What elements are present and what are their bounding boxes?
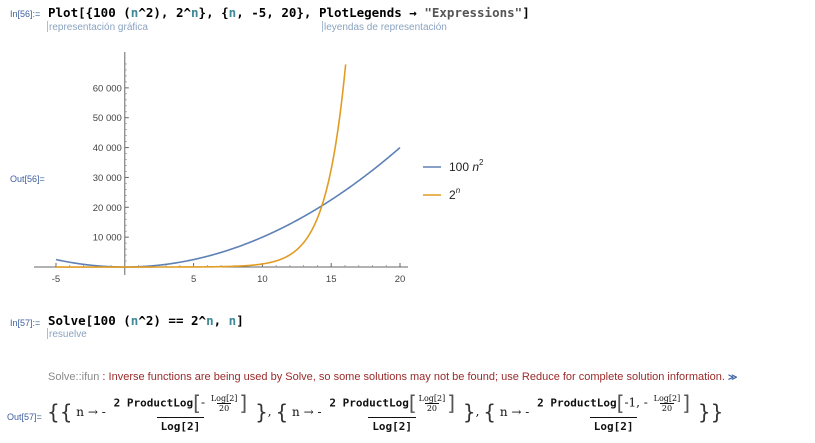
denominator: Log[2] <box>589 417 638 433</box>
minus-sign: - <box>525 404 530 419</box>
inner-fraction: Log[2] 20 <box>653 393 681 413</box>
solve-input-code[interactable]: Solve[100 (n^2) == 2^n, n] <box>48 313 244 328</box>
legend-label-2: 2n <box>449 186 461 202</box>
code-var: n <box>130 5 139 20</box>
solve-output[interactable]: {{ n → - 2 ProductLog[- Log[2] 20] Log[2]… <box>47 391 724 433</box>
input-label-57: In[57]:= <box>10 318 41 328</box>
y-tick-label: 50 000 <box>93 113 122 124</box>
denominator: Log[2] <box>156 417 205 433</box>
code-segment: Plot[{100 ( <box>48 5 131 20</box>
open-brace: { <box>59 400 73 424</box>
code-segment: ] <box>236 313 244 328</box>
code-var: n <box>228 5 237 20</box>
numerator: 2 ProductLog <box>329 396 409 410</box>
series-line-2 <box>56 64 347 268</box>
code-hint-solve[interactable]: resuelve <box>47 328 87 340</box>
code-segment: Solve[100 ( <box>48 313 131 328</box>
code-string: "Expressions" <box>424 5 523 20</box>
y-tick-label: 60 000 <box>93 83 122 94</box>
open-brace: { <box>275 400 289 424</box>
close-brace: } <box>462 400 476 424</box>
code-var: n <box>206 313 214 328</box>
code-segment: ] <box>522 5 530 20</box>
legend-label-1: 100 n2 <box>449 158 484 174</box>
inner-sign: - <box>200 395 205 410</box>
sol-var: n <box>292 404 300 419</box>
output-label-56: Out[56]= <box>10 174 45 184</box>
minus-sign: - <box>101 404 106 419</box>
code-segment: , <box>213 313 229 328</box>
hint-text: leyendas de representación <box>324 22 447 33</box>
y-tick-label: 40 000 <box>93 143 122 154</box>
plot-input-code[interactable]: Plot[{100 (n^2), 2^n}, {n, -5, 20}, Plot… <box>48 5 530 20</box>
inner-fraction: Log[2] 20 <box>210 393 238 413</box>
open-brace: { <box>483 400 496 424</box>
sol-var: n <box>499 404 508 419</box>
code-segment: }, { <box>198 5 229 20</box>
solution-fraction: 2 ProductLog[-1, - Log[2] 20] Log[2] <box>537 391 691 433</box>
inner-prefix: -1, - <box>624 395 648 410</box>
numerator: 2 ProductLog <box>113 396 194 410</box>
code-var: n <box>191 5 199 20</box>
minus-sign: - <box>317 404 322 419</box>
x-tick-label: 5 <box>191 274 196 285</box>
message-separator: : <box>99 371 109 383</box>
more-info-button[interactable]: ≫ <box>727 372 738 382</box>
close-brace: } <box>697 400 711 424</box>
solution-2: n → - 2 ProductLog[Log[2] 20] Log[2] <box>292 391 463 433</box>
message-tag[interactable]: Solve::ifun <box>48 371 100 383</box>
code-var: n <box>130 313 139 328</box>
denominator: Log[2] <box>368 417 417 433</box>
x-tick-label: -5 <box>52 274 60 285</box>
x-tick-label: 15 <box>326 274 337 285</box>
solution-1: n → - 2 ProductLog[- Log[2] 20] Log[2] <box>76 391 255 433</box>
outer-open-brace: { <box>47 400 60 424</box>
code-segment: , -5, 20}, PlotLegends → <box>236 5 425 20</box>
y-tick-label: 20 000 <box>93 203 122 214</box>
inner-fraction: Log[2] 20 <box>418 393 446 413</box>
outer-close-brace: } <box>710 400 724 424</box>
y-tick-label: 30 000 <box>93 173 122 184</box>
code-segment: ^2), 2^ <box>138 5 192 20</box>
rule-arrow: → <box>303 404 314 419</box>
solution-3: n → - 2 ProductLog[-1, - Log[2] 20] Log[2… <box>499 391 698 433</box>
code-hint-legends[interactable]: leyendas de representación <box>322 21 447 33</box>
solution-fraction: 2 ProductLog[- Log[2] 20] Log[2] <box>113 391 248 433</box>
rule-arrow: → <box>511 404 522 419</box>
code-var: n <box>228 313 237 328</box>
numerator: 2 ProductLog <box>537 396 617 410</box>
message-text: Inverse functions are being used by Solv… <box>108 371 725 383</box>
close-brace: } <box>255 400 268 424</box>
solution-fraction: 2 ProductLog[Log[2] 20] Log[2] <box>329 391 456 433</box>
x-tick-label: 10 <box>257 274 268 285</box>
hint-text: resuelve <box>49 329 87 340</box>
sol-var: n <box>76 404 85 419</box>
solve-warning-message: Solve::ifun : Inverse functions are bein… <box>48 371 737 383</box>
hint-text: representación gráfica <box>49 22 148 33</box>
code-hint-plot[interactable]: representación gráfica <box>47 21 148 33</box>
code-segment: ^2) == 2^ <box>138 313 207 328</box>
input-label-56: In[56]:= <box>10 9 41 19</box>
y-tick-label: 10 000 <box>93 233 122 244</box>
x-tick-label: 20 <box>395 274 406 285</box>
output-label-57: Out[57]= <box>7 412 42 422</box>
rule-arrow: → <box>87 404 98 419</box>
plot-graphic[interactable]: -5 5 10 15 20 10 000 20 000 30 000 40 000 50 000 6… <box>0 40 560 300</box>
